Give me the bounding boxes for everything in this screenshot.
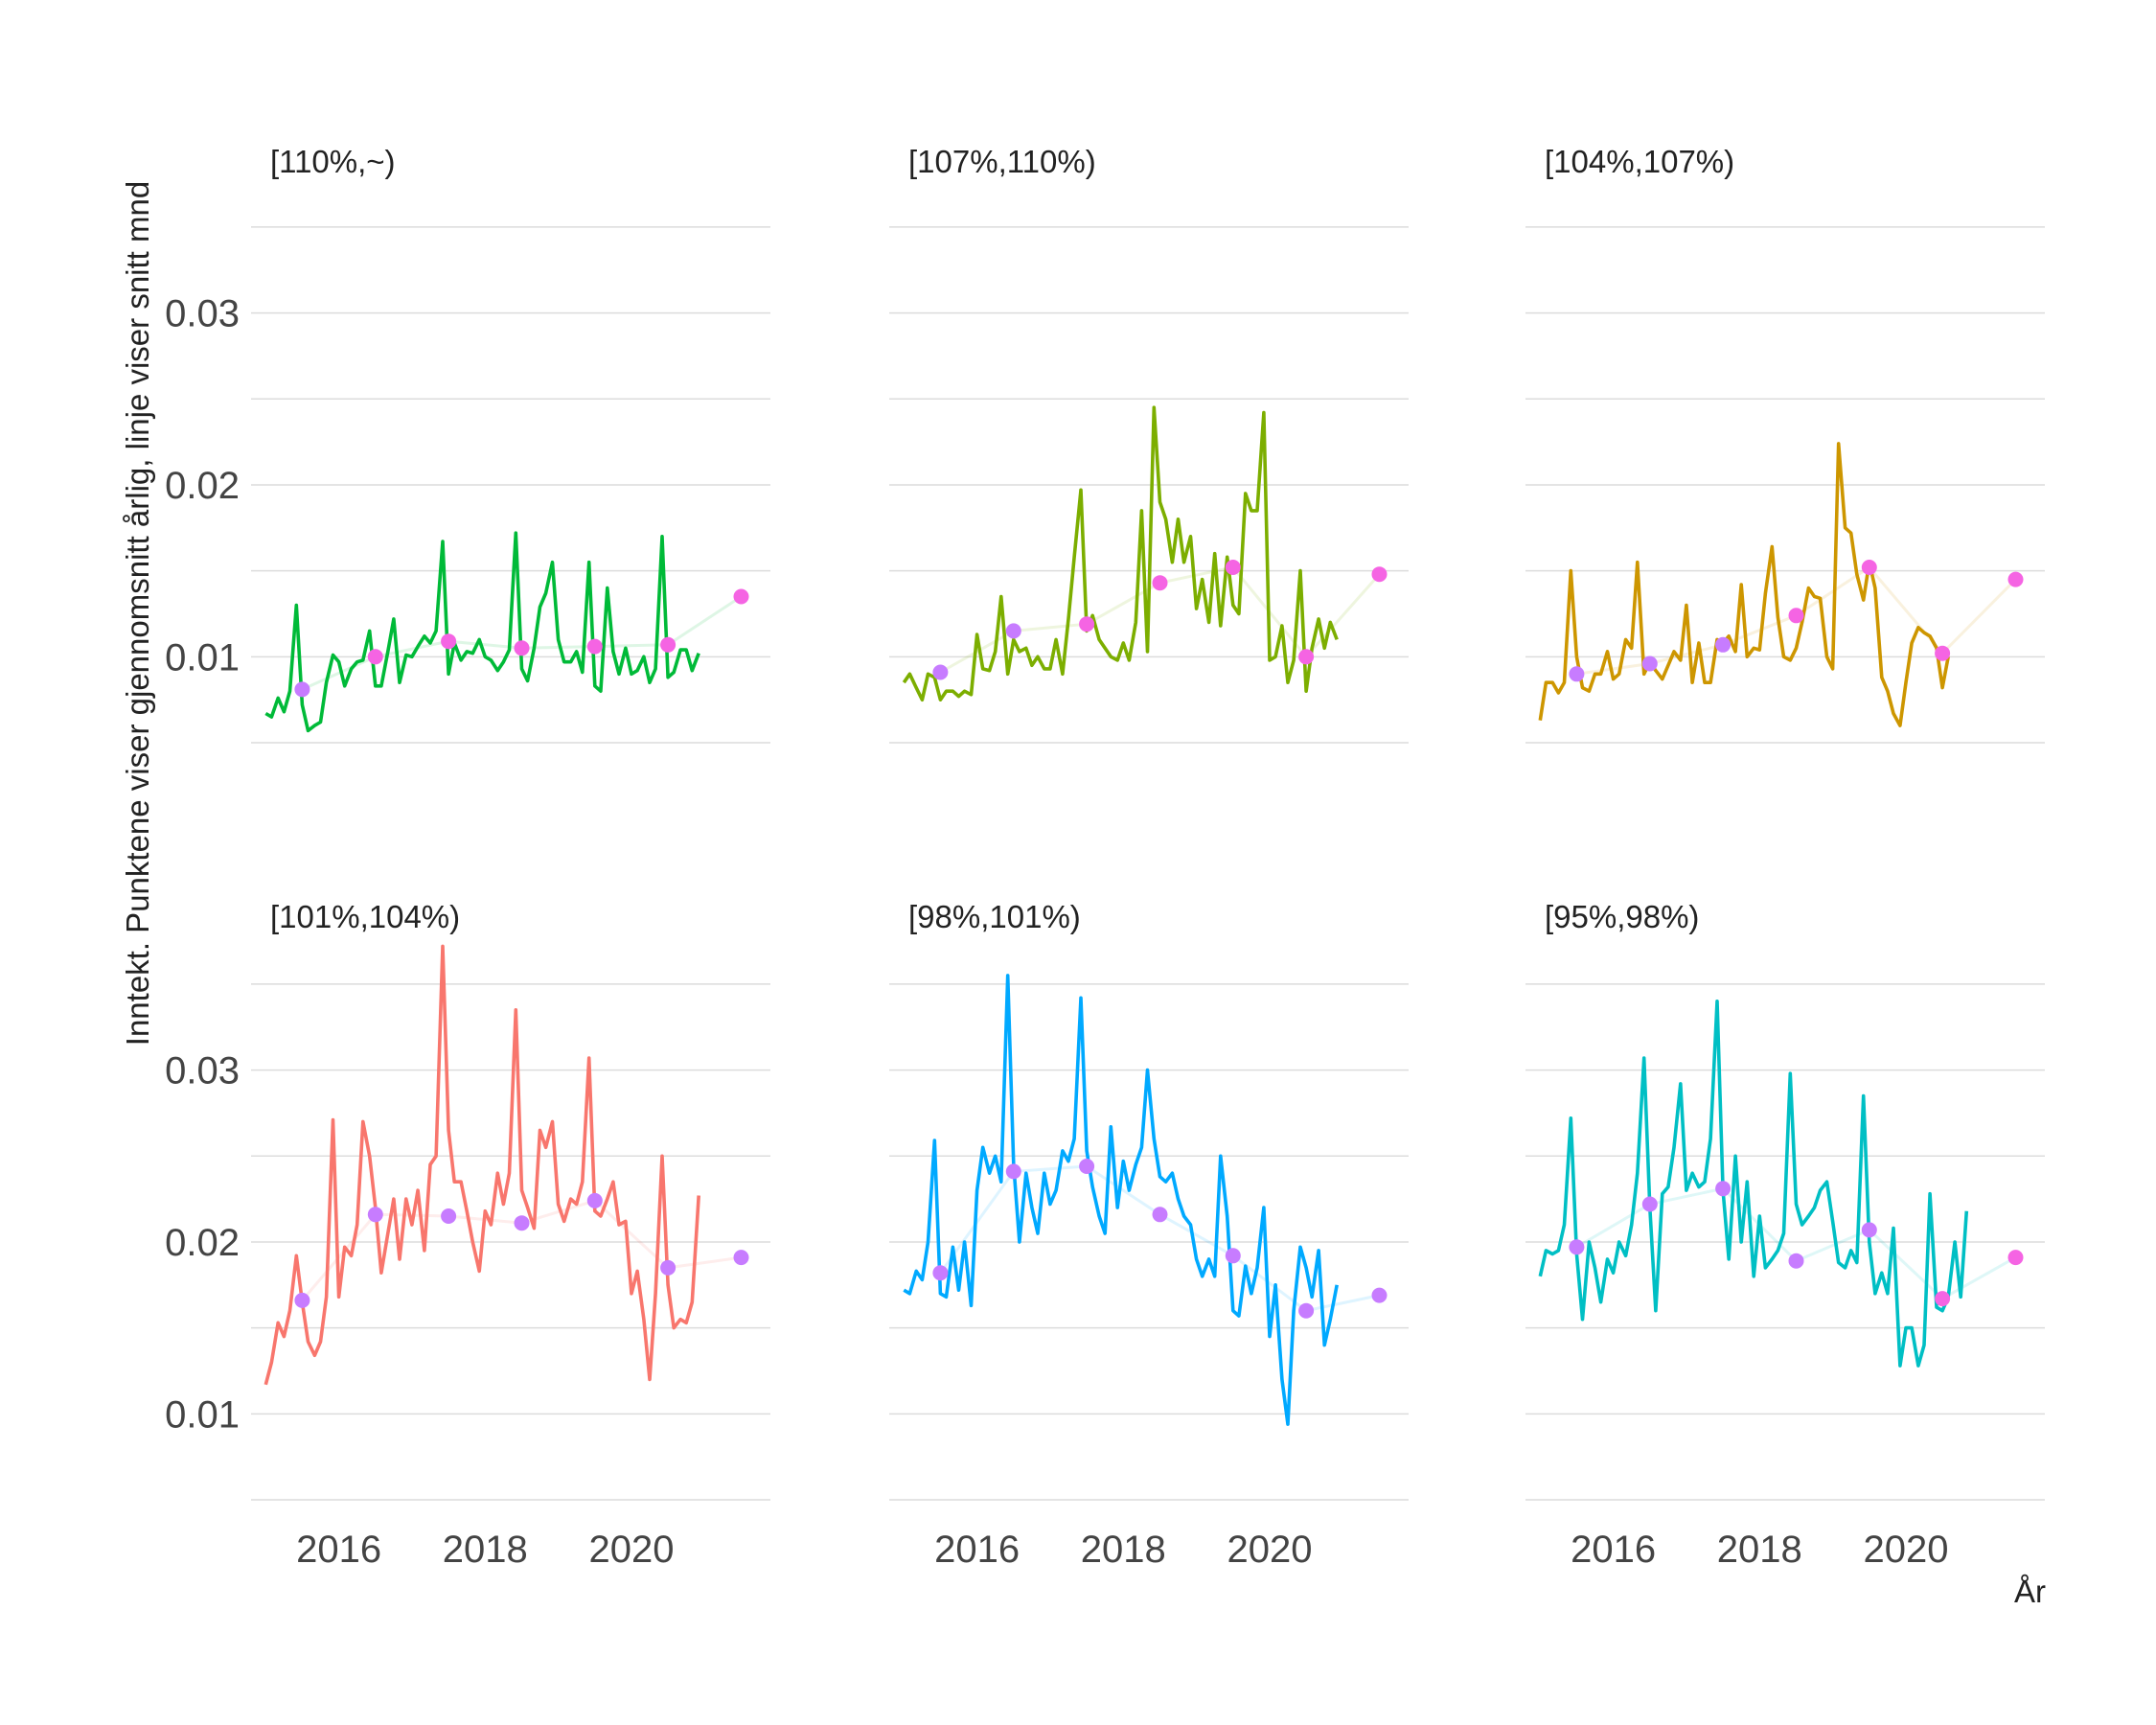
series-layer: [264, 405, 2024, 1426]
x-tick-label: 2016: [1571, 1529, 1656, 1571]
monthly-series-line: [1538, 1000, 1969, 1368]
annual-mean-point: [1715, 1181, 1732, 1197]
annual-mean-point: [1569, 1239, 1585, 1255]
annual-mean-point: [733, 1250, 749, 1266]
x-tick-label: 2016: [296, 1529, 381, 1571]
x-axis-title: År: [2014, 1574, 2046, 1609]
monthly-series-line: [264, 531, 700, 733]
annual-mean-point: [733, 588, 749, 605]
annual-mean-point: [1152, 1207, 1168, 1223]
annual-mean-point: [1788, 608, 1804, 624]
annual-mean-point: [294, 1292, 310, 1308]
grid-layer: [251, 226, 2045, 1501]
annual-mean-point: [1371, 566, 1388, 583]
panel-title: [98%,101%): [908, 899, 1081, 934]
annual-mean-point: [1569, 666, 1585, 682]
panel-title: [104%,107%): [1545, 144, 1734, 179]
y-tick-label: 0.01: [165, 1393, 240, 1436]
panel-title: [95%,98%): [1545, 899, 1699, 934]
y-tick-label: 0.02: [165, 465, 240, 507]
y-tick-label: 0.03: [165, 1050, 240, 1092]
label-layer: [110%,~) 0.01 0.02 0.03 [107%,110%) [104%,107…: [165, 144, 1948, 1571]
x-tick-label: 2020: [1863, 1529, 1948, 1571]
annual-mean-point: [932, 1265, 949, 1281]
annual-mean-point: [2007, 571, 2024, 587]
annual-mean-point: [441, 1208, 457, 1224]
annual-mean-point: [660, 636, 677, 653]
annual-mean-point: [2007, 1250, 2024, 1266]
monthly-series-line: [1538, 442, 1950, 727]
annual-mean-point: [1225, 560, 1241, 575]
annual-mean-point: [1079, 1159, 1095, 1174]
annual-mean-point: [514, 640, 530, 656]
annual-mean-point: [1935, 1291, 1951, 1307]
annual-mean-point: [367, 1207, 383, 1223]
annual-mean-point: [1715, 636, 1732, 653]
annual-mean-point: [1371, 1287, 1388, 1303]
panel-4: [264, 944, 749, 1386]
monthly-series-line: [902, 405, 1339, 702]
panel-6: [1538, 1000, 2024, 1368]
annual-mean-point: [367, 649, 383, 665]
annual-mean-point: [586, 638, 603, 655]
annual-mean-point: [932, 664, 949, 680]
x-tick-label: 2018: [1717, 1529, 1802, 1571]
annual-mean-point: [1298, 649, 1315, 665]
annual-mean-point: [1861, 560, 1877, 575]
annual-mean-point: [660, 1259, 677, 1276]
y-tick-label: 0.03: [165, 293, 240, 335]
panel-title: [101%,104%): [270, 899, 460, 934]
annual-mean-point: [1298, 1302, 1315, 1319]
annual-mean-point: [1079, 616, 1095, 632]
annual-mean-point: [514, 1215, 530, 1231]
x-tick-label: 2020: [1227, 1529, 1312, 1571]
annual-mean-point: [1152, 575, 1168, 591]
y-axis-title: Inntekt. Punktene viser gjennomsnitt årl…: [120, 181, 155, 1046]
panel-1: [264, 531, 749, 733]
x-tick-label: 2018: [443, 1529, 528, 1571]
annual-mean-point: [1641, 1196, 1658, 1212]
x-tick-label: 2020: [588, 1529, 674, 1571]
y-tick-label: 0.01: [165, 636, 240, 678]
annual-mean-point: [586, 1192, 603, 1208]
x-tick-label: 2016: [934, 1529, 1020, 1571]
annual-mean-point: [1005, 623, 1021, 639]
annual-mean-point: [1641, 656, 1658, 672]
panel-title: [107%,110%): [908, 144, 1096, 179]
monthly-series-line: [264, 944, 700, 1386]
panel-3: [1538, 442, 2024, 727]
annual-mean-point: [294, 681, 310, 698]
panel-5: [903, 974, 1388, 1426]
y-tick-label: 0.02: [165, 1222, 240, 1264]
annual-mean-point: [1861, 1222, 1877, 1238]
monthly-series-line: [903, 974, 1339, 1426]
annual-mean-point: [1005, 1163, 1021, 1180]
annual-mean-point: [1788, 1253, 1804, 1269]
annual-mean-point: [1225, 1248, 1241, 1264]
annual-mean-point: [441, 633, 457, 650]
annual-mean-point: [1935, 645, 1951, 661]
panel-2: [902, 405, 1388, 702]
x-tick-label: 2018: [1081, 1529, 1166, 1571]
panel-title: [110%,~): [270, 144, 396, 179]
